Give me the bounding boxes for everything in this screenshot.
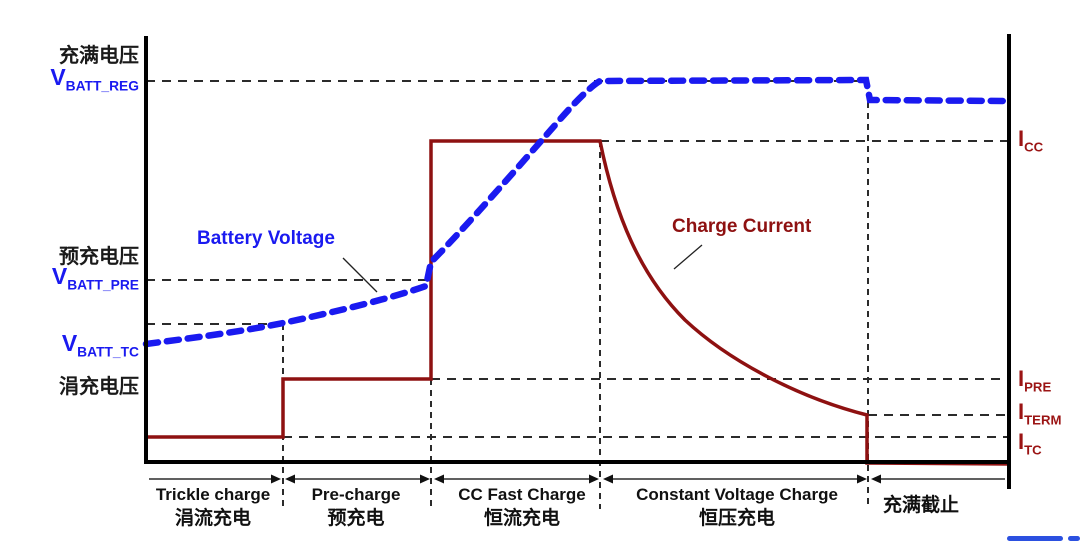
charge-current-leader-line xyxy=(673,244,703,270)
v-batt-pre-base: V xyxy=(51,263,68,289)
battery-voltage-curve xyxy=(142,76,1011,348)
arrowhead-right-icon xyxy=(589,474,599,484)
v-batt-tc-sub: BATT_TC xyxy=(77,344,139,360)
arrowhead-left-icon xyxy=(285,474,295,484)
i-cc-base: I xyxy=(1018,126,1025,151)
arrowhead-right-icon xyxy=(857,474,867,484)
cutoff-blue-element xyxy=(1068,536,1080,541)
phase-label-constant-voltage-charge: Constant Voltage Charge 恒压充电 xyxy=(636,484,838,530)
v-batt-reg-label: VBATT_REG xyxy=(50,64,139,94)
i-term-sub: TERM xyxy=(1024,412,1062,428)
battery-voltage-curve-label: Battery Voltage xyxy=(197,228,335,249)
phase-label-charge-cutoff: 充满截止 xyxy=(883,493,959,517)
i-tc-sub: TC xyxy=(1024,442,1042,458)
phase-span-arrows xyxy=(149,474,1005,484)
v-batt-reg-sub: BATT_REG xyxy=(65,78,139,94)
v-batt-pre-sub: BATT_PRE xyxy=(67,277,139,293)
precharge-voltage-label: 预充电压 xyxy=(59,246,139,268)
full-charge-voltage-label: 充满电压 xyxy=(59,45,139,67)
phase-zh-text: 恒流充电 xyxy=(483,508,560,529)
arrowhead-left-icon xyxy=(434,474,444,484)
trickle-voltage-label: 涓充电压 xyxy=(59,376,139,398)
v-batt-tc-base: V xyxy=(61,330,78,356)
arrowhead-left-icon xyxy=(871,474,881,484)
v-batt-tc-label: VBATT_TC xyxy=(61,330,139,360)
battery-voltage-leader-line xyxy=(342,257,378,293)
phase-label-precharge: Pre-charge 预充电 xyxy=(312,484,401,530)
i-pre-label: IPRE xyxy=(1018,366,1052,395)
phase-label-trickle-charge: Trickle charge 涓流充电 xyxy=(156,484,270,530)
phase-en-text: Trickle charge xyxy=(155,485,271,504)
v-batt-reg-base: V xyxy=(50,64,66,90)
phase-zh-text: 预充电 xyxy=(327,508,385,529)
charge-current-curve-label: Charge Current xyxy=(672,216,812,237)
cutoff-blue-element xyxy=(1007,536,1063,541)
arrowhead-left-icon xyxy=(603,474,613,484)
i-cc-sub: CC xyxy=(1024,139,1044,155)
i-pre-base: I xyxy=(1018,366,1025,391)
i-pre-sub: PRE xyxy=(1024,379,1052,395)
threshold-gridlines xyxy=(146,80,1008,438)
i-term-base: I xyxy=(1018,399,1025,424)
phase-zh-text: 涓流充电 xyxy=(174,508,251,529)
phase-en-text: CC Fast Charge xyxy=(458,485,586,504)
phase-zh-text: 恒压充电 xyxy=(698,508,776,529)
phase-en-text: Pre-charge xyxy=(311,485,401,504)
arrowhead-right-icon xyxy=(420,474,430,484)
i-tc-label: ITC xyxy=(1018,429,1042,458)
phase-zh-text: 充满截止 xyxy=(882,495,960,516)
i-term-label: ITERM xyxy=(1018,399,1062,428)
phase-boundary-lines xyxy=(282,102,869,509)
v-batt-pre-label: VBATT_PRE xyxy=(51,263,139,293)
charge-current-curve xyxy=(146,139,1011,466)
phase-label-cc-fast-charge: CC Fast Charge 恒流充电 xyxy=(458,484,586,530)
i-cc-label: ICC xyxy=(1018,126,1044,155)
phase-en-text: Constant Voltage Charge xyxy=(636,485,838,504)
arrowhead-right-icon xyxy=(271,474,281,484)
i-tc-base: I xyxy=(1018,429,1025,454)
